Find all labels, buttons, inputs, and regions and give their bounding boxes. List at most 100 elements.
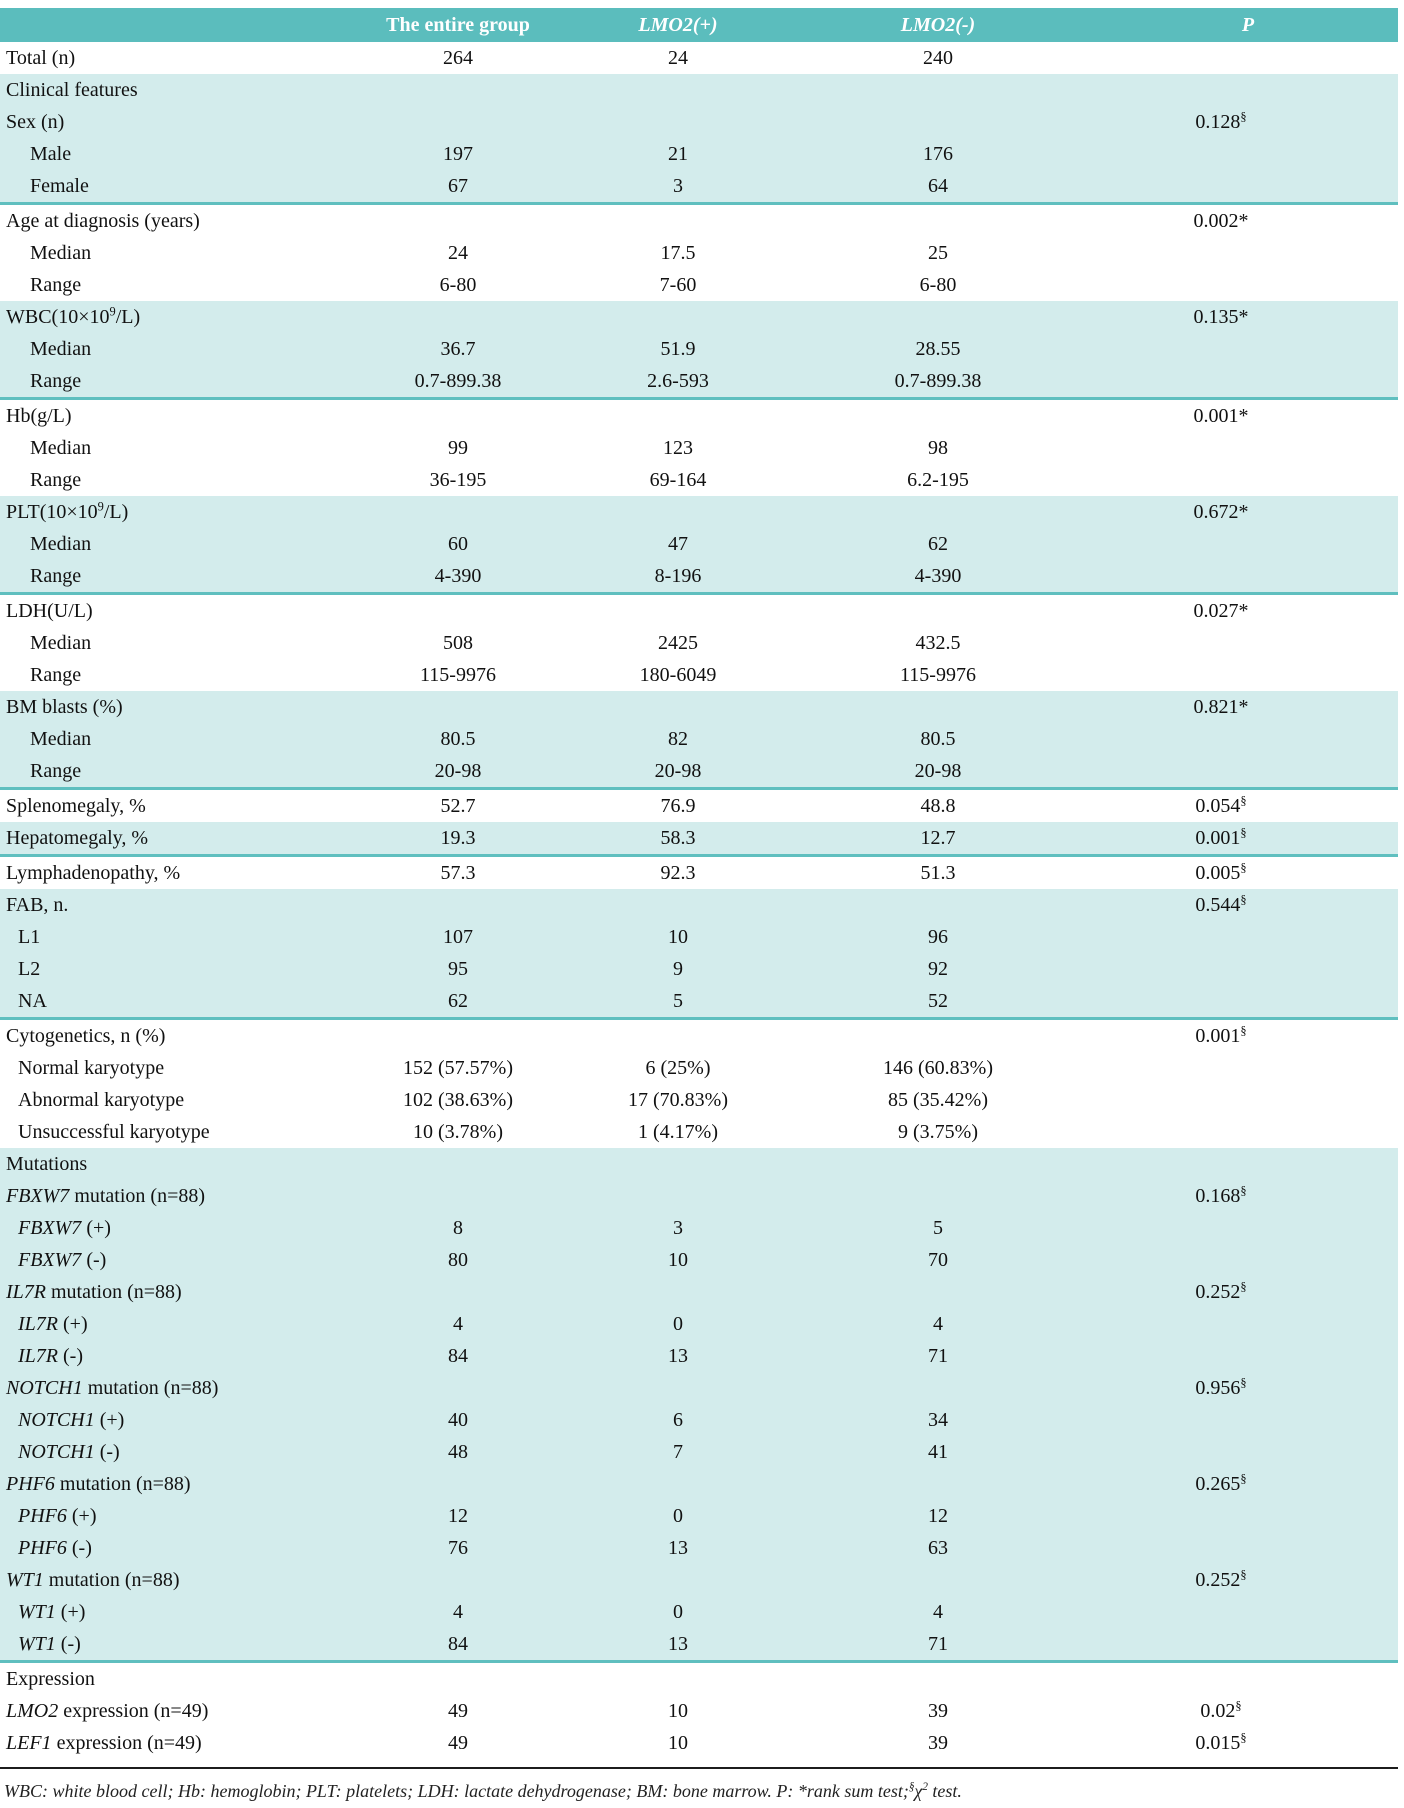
value-cell	[338, 889, 578, 921]
p-value-cell: 0.821*	[1098, 691, 1398, 723]
row-label: L2	[0, 953, 338, 985]
footnote-text: WBC: white blood cell; Hb: hemoglobin; P…	[4, 1781, 962, 1801]
value-cell: 80	[338, 1244, 578, 1276]
value-cell: 58.3	[578, 822, 778, 857]
column-header: LMO2(+)	[578, 8, 778, 42]
value-cell: 6 (25%)	[578, 1052, 778, 1084]
p-value-cell	[1098, 1244, 1398, 1276]
value-cell: 2.6-593	[578, 365, 778, 400]
p-value-cell	[1098, 1404, 1398, 1436]
value-cell: 7	[578, 1436, 778, 1468]
table-row: WT1 mutation (n=88) 0.252§	[0, 1564, 1398, 1596]
value-cell: 99	[338, 432, 578, 464]
value-cell: 4-390	[778, 560, 1098, 595]
value-cell: 19.3	[338, 822, 578, 857]
table-row: Normal karyotype 152 (57.57%) 6 (25%) 146 (…	[0, 1052, 1398, 1084]
row-label: NOTCH1 mutation (n=88)	[0, 1372, 338, 1404]
table-row: Age at diagnosis (years) 0.002*	[0, 203, 1398, 237]
value-cell	[338, 1564, 578, 1596]
clinical-characteristics-table: The entire group LMO2(+) LMO2(-) P Total (n…	[0, 8, 1398, 1759]
row-label: Median	[0, 528, 338, 560]
table-row: FBXW7 mutation (n=88) 0.168§	[0, 1180, 1398, 1212]
value-cell	[338, 74, 578, 106]
value-cell: 51.9	[578, 333, 778, 365]
value-cell	[338, 593, 578, 627]
row-label: Male	[0, 138, 338, 170]
value-cell: 10	[578, 921, 778, 953]
value-cell: 47	[578, 528, 778, 560]
value-cell: 264	[338, 42, 578, 74]
row-label: Abnormal karyotype	[0, 1084, 338, 1116]
value-cell: 71	[778, 1628, 1098, 1663]
p-value-cell: 0.001§	[1098, 822, 1398, 857]
value-cell: 4	[338, 1308, 578, 1340]
table-row: NOTCH1 (+) 40 6 34	[0, 1404, 1398, 1436]
value-cell	[578, 1148, 778, 1180]
value-cell	[578, 1180, 778, 1212]
row-label: FBXW7 mutation (n=88)	[0, 1180, 338, 1212]
value-cell	[578, 1018, 778, 1052]
p-value-cell	[1098, 1500, 1398, 1532]
value-cell: 49	[338, 1695, 578, 1727]
value-cell: 152 (57.57%)	[338, 1052, 578, 1084]
p-value-cell: 0.672*	[1098, 496, 1398, 528]
value-cell: 57.3	[338, 855, 578, 889]
p-value-cell: 0.265§	[1098, 1468, 1398, 1500]
table-row: L1 107 10 96	[0, 921, 1398, 953]
value-cell	[778, 1661, 1098, 1695]
value-cell: 36.7	[338, 333, 578, 365]
p-value-cell	[1098, 269, 1398, 301]
table-row: Hepatomegaly, % 19.3 58.3 12.7 0.001§	[0, 822, 1398, 857]
p-value-cell: 0.015§	[1098, 1727, 1398, 1759]
value-cell: 48.8	[778, 788, 1098, 822]
table-row: Abnormal karyotype 102 (38.63%) 17 (70.83%…	[0, 1084, 1398, 1116]
value-cell: 63	[778, 1532, 1098, 1564]
value-cell	[338, 106, 578, 138]
column-header: LMO2(-)	[778, 8, 1098, 42]
value-cell: 0	[578, 1500, 778, 1532]
p-value-cell: 0.128§	[1098, 106, 1398, 138]
p-value-cell	[1098, 74, 1398, 106]
table-row: WBC(10×109/L) 0.135*	[0, 301, 1398, 333]
value-cell: 12	[778, 1500, 1098, 1532]
value-cell: 24	[578, 42, 778, 74]
row-label: Total (n)	[0, 42, 338, 74]
value-cell	[778, 398, 1098, 432]
p-value-cell: 0.005§	[1098, 855, 1398, 889]
p-value-cell	[1098, 333, 1398, 365]
value-cell	[338, 1276, 578, 1308]
row-label: PHF6 mutation (n=88)	[0, 1468, 338, 1500]
value-cell	[578, 889, 778, 921]
p-value-cell	[1098, 1436, 1398, 1468]
row-label: WT1 (+)	[0, 1596, 338, 1628]
p-value-cell: 0.544§	[1098, 889, 1398, 921]
value-cell: 52.7	[338, 788, 578, 822]
p-value-cell	[1098, 528, 1398, 560]
row-label: LMO2 expression (n=49)	[0, 1695, 338, 1727]
table-row: NOTCH1 mutation (n=88) 0.956§	[0, 1372, 1398, 1404]
value-cell: 76.9	[578, 788, 778, 822]
row-label: Range	[0, 269, 338, 301]
value-cell: 95	[338, 953, 578, 985]
value-cell: 115-9976	[338, 659, 578, 691]
row-label: LEF1 expression (n=49)	[0, 1727, 338, 1759]
value-cell: 82	[578, 723, 778, 755]
value-cell	[578, 1468, 778, 1500]
value-cell: 12	[338, 1500, 578, 1532]
row-label: Clinical features	[0, 74, 338, 106]
value-cell: 13	[578, 1532, 778, 1564]
value-cell	[338, 398, 578, 432]
p-value-cell: 0.135*	[1098, 301, 1398, 333]
value-cell: 197	[338, 138, 578, 170]
row-label: NA	[0, 985, 338, 1020]
value-cell: 28.55	[778, 333, 1098, 365]
p-value-cell: 0.027*	[1098, 593, 1398, 627]
value-cell: 20-98	[338, 755, 578, 790]
value-cell: 8-196	[578, 560, 778, 595]
value-cell: 67	[338, 170, 578, 205]
value-cell: 3	[578, 170, 778, 205]
p-value-cell	[1098, 755, 1398, 790]
value-cell	[338, 1180, 578, 1212]
value-cell	[778, 496, 1098, 528]
value-cell: 52	[778, 985, 1098, 1020]
